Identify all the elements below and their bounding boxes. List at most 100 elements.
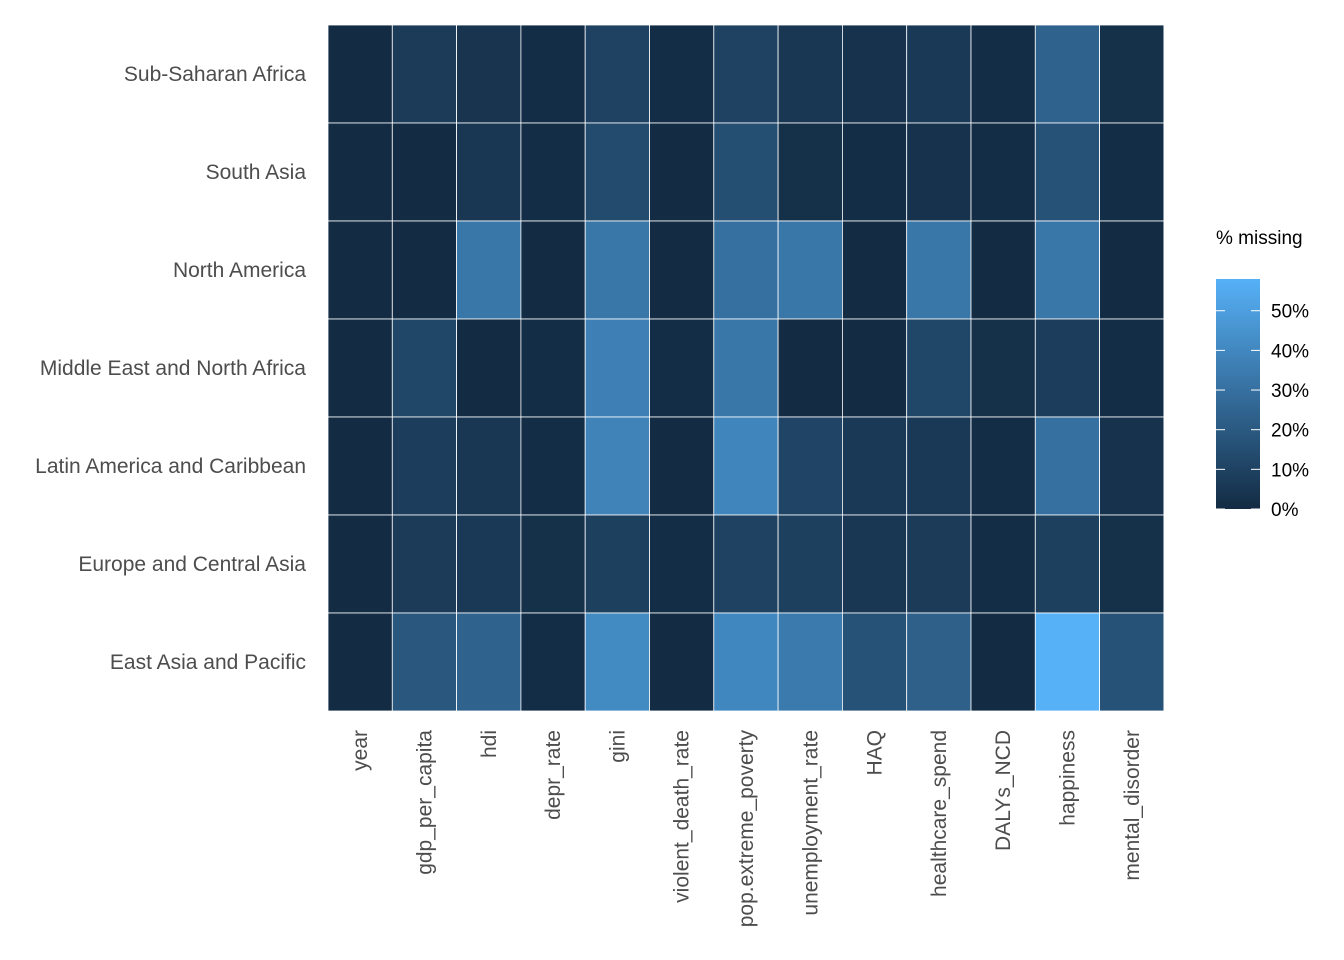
heatmap-cell: [649, 514, 715, 614]
heatmap-cell: [520, 24, 586, 124]
heatmap-cell: [584, 416, 650, 516]
heatmap-cell: [842, 24, 908, 124]
legend-tick-label: 10%: [1271, 460, 1309, 481]
heatmap-cell: [777, 612, 843, 712]
heatmap-cell: [906, 24, 972, 124]
heatmap-cell: [456, 24, 522, 124]
legend-tick-label: 0%: [1271, 500, 1299, 521]
heatmap-cell: [1099, 24, 1165, 124]
legend: % missing 0% 10% 20% 30% 40% 50%: [1216, 228, 1309, 521]
heatmap-cell: [391, 318, 457, 418]
heatmap-cell: [391, 220, 457, 320]
heatmap-cell: [456, 122, 522, 222]
heatmap-cell: [456, 416, 522, 516]
heatmap-cell: [1034, 612, 1101, 712]
heatmap-cell: [1099, 514, 1165, 614]
heatmap-cell: [391, 24, 457, 124]
heatmap-cell: [327, 24, 393, 124]
y-tick-label: North America: [173, 259, 306, 282]
legend-tick-label: 50%: [1271, 302, 1309, 323]
heatmap-cell: [970, 24, 1036, 124]
heatmap-cell: [1034, 514, 1101, 614]
legend-colorbar: [1216, 279, 1260, 509]
y-tick-label: Latin America and Caribbean: [35, 455, 306, 478]
heatmap-cell: [1034, 416, 1101, 516]
heatmap-cell: [713, 318, 779, 418]
heatmap-cell: [713, 122, 779, 222]
heatmap-cell: [842, 416, 908, 516]
heatmap-cell: [842, 514, 908, 614]
heatmap-cell: [1099, 612, 1165, 712]
x-tick-label: pop.extreme_poverty: [735, 730, 758, 928]
heatmap-cell: [391, 612, 457, 712]
heatmap-cell: [970, 612, 1036, 712]
heatmap-cell: [649, 220, 715, 320]
legend-ticks: 0% 10% 20% 30% 40% 50%: [1216, 302, 1309, 521]
x-tick-label: violent_death_rate: [671, 730, 694, 903]
heatmap-cell: [970, 220, 1036, 320]
heatmap-cell: [327, 122, 393, 222]
x-tick-label: gdp_per_capita: [413, 730, 436, 875]
heatmap-cell: [456, 514, 522, 614]
heatmap-cell: [713, 612, 779, 712]
legend-tick-label: 20%: [1271, 421, 1309, 442]
x-tick-label: DALYs_NCD: [992, 730, 1015, 851]
x-tick-label: year: [349, 730, 372, 771]
heatmap-cell: [584, 220, 650, 320]
heatmap-cell: [1034, 24, 1101, 124]
heatmap-cell: [649, 122, 715, 222]
heatmap-cell: [584, 122, 650, 222]
x-tick-label: happiness: [1056, 730, 1079, 826]
heatmap-cell: [777, 318, 843, 418]
heatmap-cell: [327, 612, 393, 712]
heatmap-cell: [1099, 220, 1165, 320]
heatmap-cell: [584, 318, 650, 418]
x-tick-label: depr_rate: [542, 730, 565, 820]
y-tick-label: Sub-Saharan Africa: [124, 63, 306, 86]
y-tick-label: Middle East and North Africa: [40, 357, 306, 380]
legend-tick-label: 40%: [1271, 341, 1309, 362]
heatmap-cell: [1099, 416, 1165, 516]
heatmap-cell: [713, 514, 779, 614]
heatmap-cell: [906, 612, 972, 712]
heatmap-cell: [584, 612, 650, 712]
heatmap-cell: [906, 318, 972, 418]
heatmap-cell: [1099, 318, 1165, 418]
heatmap-cell: [1034, 318, 1101, 418]
heatmap-cell: [906, 514, 972, 614]
heatmap-cell: [649, 24, 715, 124]
heatmap-cell: [1099, 122, 1165, 222]
y-tick-label: Europe and Central Asia: [78, 553, 306, 576]
heatmap-cell: [842, 122, 908, 222]
heatmap-cell: [391, 416, 457, 516]
heatmap-cell: [456, 220, 522, 320]
heatmap-cell: [327, 318, 393, 418]
x-tick-label: gini: [606, 730, 629, 763]
heatmap-cell: [456, 612, 522, 712]
heatmap-cell: [520, 416, 586, 516]
x-tick-label: healthcare_spend: [928, 730, 951, 897]
heatmap-cell: [520, 318, 586, 418]
legend-title: % missing: [1216, 228, 1303, 249]
heatmap-cell: [842, 612, 908, 712]
x-tick-label: unemployment_rate: [799, 730, 822, 916]
x-axis-labels: year gdp_per_capita hdi depr_rate gini violen…: [349, 730, 1144, 928]
heatmap-cell: [327, 514, 393, 614]
heatmap-cell: [970, 122, 1036, 222]
x-tick-label: hdi: [478, 730, 501, 758]
x-tick-label: HAQ: [864, 730, 887, 776]
heatmap-cell: [391, 514, 457, 614]
heatmap-cell: [649, 612, 715, 712]
heatmap-cell: [456, 318, 522, 418]
heatmap-cell: [1034, 220, 1101, 320]
heatmap-cell: [584, 514, 650, 614]
heatmap-cell: [649, 416, 715, 516]
heatmap-cell: [713, 24, 779, 124]
heatmap-cell: [906, 416, 972, 516]
heatmap-cell: [970, 318, 1036, 418]
heatmap-cell: [391, 122, 457, 222]
y-tick-label: East Asia and Pacific: [110, 651, 306, 674]
heatmap-cell: [327, 416, 393, 516]
heatmap-cell: [584, 24, 650, 124]
heatmap-cell: [906, 122, 972, 222]
